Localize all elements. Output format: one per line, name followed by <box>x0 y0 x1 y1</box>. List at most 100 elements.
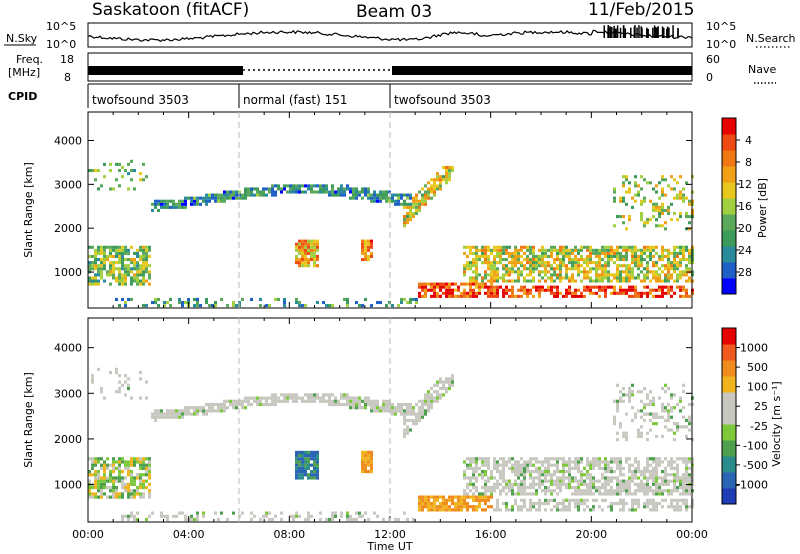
heatmap-cell <box>100 245 103 249</box>
heatmap-cell <box>97 279 100 283</box>
nsearch-label: N.Search <box>746 32 796 45</box>
heatmap-cell <box>511 261 514 265</box>
heatmap-cell <box>298 300 301 305</box>
heatmap-cell <box>295 450 298 454</box>
heatmap-cell <box>661 294 664 298</box>
heatmap-cell <box>88 469 91 474</box>
heatmap-cell <box>439 393 442 397</box>
heatmap-cell <box>445 172 448 176</box>
heatmap-cell <box>244 396 247 400</box>
heatmap-cell <box>124 248 127 252</box>
heatmap-cell <box>607 258 610 262</box>
heatmap-cell <box>154 412 157 416</box>
heatmap-cell <box>550 508 553 512</box>
heatmap-cell <box>676 193 679 197</box>
heatmap-cell <box>604 245 607 249</box>
heatmap-cell <box>316 393 319 397</box>
heatmap-cell <box>652 415 655 419</box>
heatmap-cell <box>511 489 514 493</box>
heatmap-cell <box>289 514 292 518</box>
heatmap-cell <box>574 248 577 252</box>
heatmap-cell <box>103 479 106 483</box>
heatmap-cell <box>661 178 664 182</box>
heatmap-cell <box>367 469 370 474</box>
heatmap-cell <box>682 383 685 387</box>
heatmap-cell <box>592 251 595 255</box>
heatmap-cell <box>616 276 619 280</box>
heatmap-cell <box>679 258 682 262</box>
heatmap-cell <box>307 258 310 262</box>
heatmap-cell <box>265 304 268 308</box>
heatmap-cell <box>508 460 511 464</box>
heatmap-cell <box>472 276 475 280</box>
heatmap-cell <box>676 473 679 477</box>
heatmap-cell <box>625 479 628 483</box>
heatmap-cell <box>124 489 127 493</box>
heatmap-cell <box>649 463 652 467</box>
heatmap-cell <box>679 276 682 280</box>
heatmap-cell <box>115 178 118 182</box>
heatmap-cell <box>439 508 442 512</box>
heatmap-cell <box>337 187 340 191</box>
heatmap-cell <box>676 463 679 467</box>
heatmap-cell <box>340 511 343 515</box>
heatmap-cell <box>109 489 112 493</box>
heatmap-cell <box>301 304 304 308</box>
heatmap-cell <box>193 202 196 206</box>
heatmap-cell <box>643 291 646 295</box>
heatmap-cell <box>133 457 136 461</box>
heatmap-cell <box>634 184 637 188</box>
heatmap-cell <box>532 457 535 461</box>
heatmap-cell <box>118 282 121 286</box>
heatmap-cell <box>469 285 472 289</box>
heatmap-cell <box>472 288 475 292</box>
heatmap-cell <box>505 492 508 496</box>
heatmap-cell <box>364 396 367 400</box>
heatmap-cell <box>286 190 289 194</box>
heatmap-cell <box>247 190 250 194</box>
heatmap-cell <box>493 460 496 464</box>
heatmap-cell <box>646 498 649 502</box>
heatmap-cell <box>667 386 670 391</box>
heatmap-cell <box>313 261 316 265</box>
heatmap-cell <box>505 479 508 483</box>
heatmap-cell <box>559 273 562 277</box>
heatmap-cell <box>613 285 616 289</box>
heatmap-cell <box>91 457 94 461</box>
heatmap-cell <box>643 473 646 477</box>
heatmap-cell <box>184 406 187 410</box>
heatmap-cell <box>136 476 139 480</box>
heatmap-cell <box>427 288 430 292</box>
heatmap-cell <box>382 196 385 200</box>
heatmap-cell <box>388 406 391 410</box>
heatmap-cell <box>550 482 553 486</box>
heatmap-cell <box>637 485 640 490</box>
heatmap-cell <box>361 258 364 262</box>
heatmap-cell <box>484 469 487 474</box>
heatmap-cell <box>403 418 406 423</box>
heatmap-cell <box>589 279 592 283</box>
heatmap-cell <box>454 288 457 292</box>
heatmap-cell <box>88 485 91 490</box>
heatmap-cell <box>661 193 664 197</box>
heatmap-cell <box>547 469 550 474</box>
heatmap-cell <box>685 294 688 298</box>
heatmap-cell <box>136 248 139 252</box>
heatmap-cell <box>418 202 421 206</box>
heatmap-cell <box>637 291 640 295</box>
heatmap-cell <box>214 196 217 200</box>
heatmap-cell <box>331 402 334 407</box>
heatmap-cell <box>601 473 604 477</box>
heatmap-cell <box>358 402 361 407</box>
heatmap-cell <box>484 463 487 467</box>
heatmap-cell <box>310 457 313 461</box>
heatmap-cell <box>628 288 631 292</box>
heatmap-cell <box>139 476 142 480</box>
heatmap-cell <box>181 409 184 413</box>
heatmap-cell <box>553 473 556 477</box>
heatmap-cell <box>484 498 487 502</box>
heatmap-cell <box>532 267 535 271</box>
colorbar-swatch <box>722 262 736 279</box>
heatmap-cell <box>442 282 445 286</box>
heatmap-cell <box>661 187 664 191</box>
